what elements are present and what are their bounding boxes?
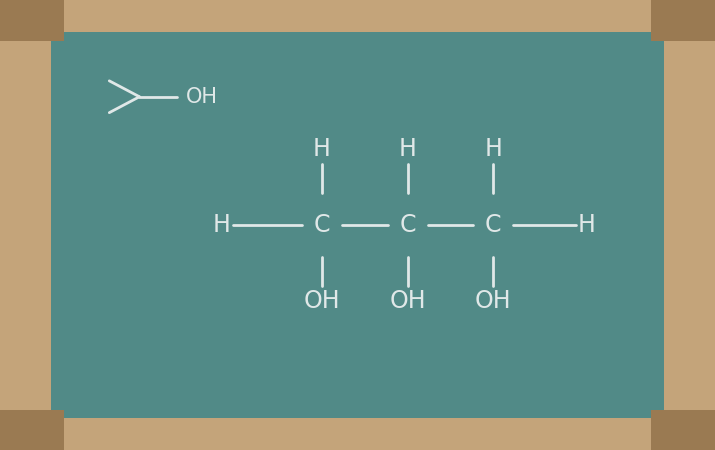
Text: H: H	[313, 136, 330, 161]
Text: OH: OH	[389, 289, 426, 314]
Bar	[0, 410, 64, 450]
Text: C: C	[485, 213, 502, 237]
Text: C: C	[399, 213, 416, 237]
Text: H: H	[213, 213, 230, 237]
Text: OH: OH	[303, 289, 340, 314]
Bar	[651, 410, 715, 450]
Bar	[0, 418, 715, 450]
Bar	[51, 32, 664, 418]
Text: H: H	[577, 213, 595, 237]
Bar	[0, 0, 715, 32]
Bar	[664, 0, 715, 450]
Text: OH: OH	[186, 87, 218, 107]
Bar	[0, 0, 64, 40]
Text: H: H	[398, 136, 416, 161]
Text: H: H	[485, 136, 502, 161]
Bar	[0, 0, 51, 450]
Text: C: C	[313, 213, 330, 237]
Text: OH: OH	[475, 289, 512, 314]
Bar	[651, 0, 715, 40]
